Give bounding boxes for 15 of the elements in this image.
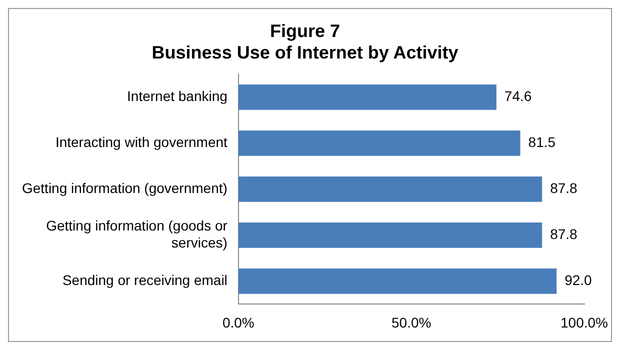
y-tick-label: Interacting with government	[55, 134, 228, 150]
y-tick-label: Sending or receiving email	[62, 272, 228, 288]
data-label: 92.0	[564, 272, 592, 288]
chart-subtitle: Business Use of Internet by Activity	[152, 42, 458, 62]
x-tick-label: 100.0%	[560, 314, 608, 330]
data-label: 74.6	[504, 88, 532, 104]
data-label: 87.8	[550, 226, 578, 242]
x-tick-label: 50.0%	[391, 314, 432, 330]
data-label: 81.5	[528, 134, 556, 150]
data-label: 87.8	[550, 180, 578, 196]
y-tick-label: Getting information (government)	[22, 180, 228, 196]
y-tick-label: Internet banking	[127, 88, 228, 104]
y-tick-label: Getting information (goods or services)	[46, 218, 228, 250]
chart-title: Figure 7	[270, 20, 340, 41]
x-tick-label: 0.0%	[222, 314, 254, 330]
